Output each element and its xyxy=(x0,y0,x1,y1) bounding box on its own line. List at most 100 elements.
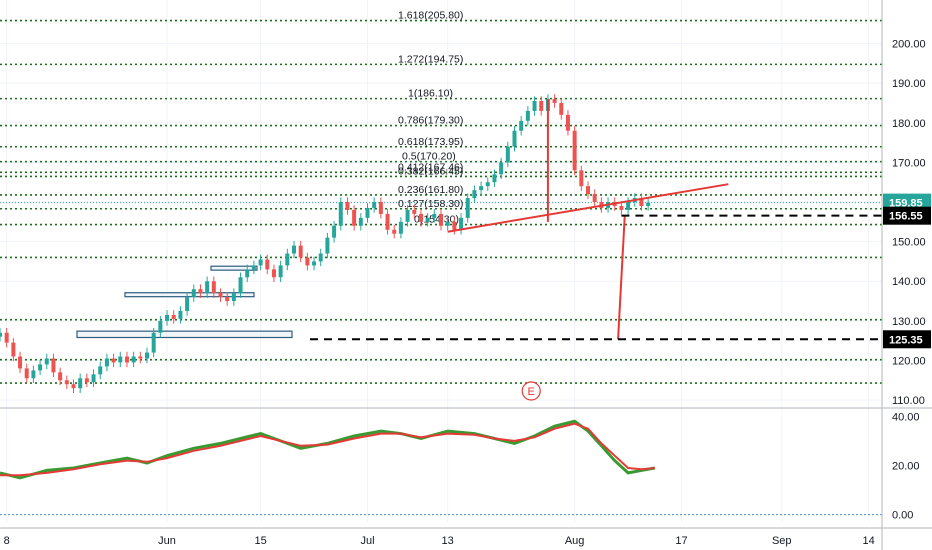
candle-body xyxy=(418,213,423,222)
indicator-series-0 xyxy=(0,419,656,480)
candle-body xyxy=(285,253,290,266)
candle-body xyxy=(398,221,403,234)
time-tick-label: 17 xyxy=(675,535,687,547)
candle-body xyxy=(572,130,577,171)
candle-body xyxy=(165,314,170,321)
time-tick-label: 13 xyxy=(442,535,454,547)
candle-body xyxy=(345,202,350,210)
rectangle-drawings[interactable] xyxy=(76,265,293,339)
candle-body xyxy=(619,205,624,210)
candle-body xyxy=(238,277,243,294)
candle-body xyxy=(325,237,330,254)
candle-body xyxy=(539,101,544,111)
candle-body xyxy=(499,162,504,175)
fib-level-label: 0.382(166.45) xyxy=(398,165,463,177)
candle-body xyxy=(519,120,524,131)
candle-body xyxy=(592,194,597,203)
price-tag-label: 125.35 xyxy=(889,334,923,346)
candle-body xyxy=(646,202,651,206)
indicator-tick-label: 40.00 xyxy=(892,411,920,423)
candle-body xyxy=(292,245,296,254)
candle-body xyxy=(639,198,644,206)
candle-body xyxy=(71,384,76,389)
candle-body xyxy=(525,110,530,121)
candle-body xyxy=(559,102,564,115)
price-tick-label: 120.00 xyxy=(892,355,926,367)
candle-body xyxy=(579,170,584,187)
price-tick-label: 180.00 xyxy=(892,118,926,130)
rectangle-drawing xyxy=(76,330,293,339)
candle-body xyxy=(231,293,236,302)
event-marker[interactable]: E xyxy=(521,381,541,401)
candle-body xyxy=(452,221,457,230)
horizontal-levels xyxy=(0,19,882,384)
trend-line-drawings[interactable] xyxy=(310,99,882,341)
price-tag-label: 159.85 xyxy=(889,198,923,210)
candle-body xyxy=(298,245,303,258)
candle-body xyxy=(11,342,16,357)
candle-body xyxy=(118,356,123,363)
candle-body xyxy=(205,281,210,294)
candle-body xyxy=(104,358,109,367)
candle-body xyxy=(198,289,203,294)
price-tick-label: 170.00 xyxy=(892,157,926,169)
candle-body xyxy=(352,209,357,226)
rectangle-drawing xyxy=(124,292,255,298)
fib-level-label: 1.618(205.80) xyxy=(398,10,463,22)
price-tick-label: 200.00 xyxy=(892,39,926,51)
time-tick-label: Jun xyxy=(158,535,176,547)
candle-body xyxy=(425,217,430,222)
time-tick-label: Sep xyxy=(772,535,792,547)
candle-body xyxy=(459,217,464,230)
candle-body xyxy=(485,182,490,187)
fibonacci-retracement[interactable]: 1.618(205.80) 1.272(194.75) 1(186.10) 0.786… xyxy=(398,10,463,226)
candle-body xyxy=(332,225,337,238)
candle-body xyxy=(191,289,196,298)
candle-body xyxy=(278,265,283,278)
time-tick-label: Jul xyxy=(360,535,374,547)
fib-level-label: 0.412(167.46) xyxy=(398,161,463,173)
candle-body xyxy=(245,269,250,278)
price-tag-box xyxy=(883,206,931,225)
rectangle-drawing xyxy=(210,265,258,271)
candle-body xyxy=(145,352,149,359)
candle-body xyxy=(24,368,29,379)
fib-level-label: 0.5(170.20) xyxy=(402,151,456,163)
candle-body xyxy=(385,213,390,230)
candle-body xyxy=(532,101,537,111)
projection-line xyxy=(617,215,626,340)
candle-body xyxy=(338,202,343,226)
time-tick-label: 14 xyxy=(863,535,875,547)
candle-body xyxy=(18,356,23,369)
fib-level-label: 0.786(179.30) xyxy=(398,115,463,127)
candle-body xyxy=(365,207,370,218)
candle-body xyxy=(565,114,570,131)
candle-body xyxy=(38,364,43,371)
price-tick-label: 150.00 xyxy=(892,237,926,249)
candle-body xyxy=(158,320,163,333)
candle-body xyxy=(552,99,557,103)
candle-body xyxy=(432,213,437,218)
indicator-tick-label: 20.00 xyxy=(892,461,920,473)
candle-body xyxy=(472,190,477,199)
candles xyxy=(0,94,651,393)
price-grid xyxy=(0,0,882,522)
event-circle xyxy=(521,381,541,401)
event-label: E xyxy=(528,386,535,398)
candle-body xyxy=(305,257,310,266)
candle-body xyxy=(31,370,36,379)
price-tick-label: 110.00 xyxy=(892,395,925,407)
candle-body xyxy=(378,202,383,214)
candle-body xyxy=(44,358,49,365)
candle-body xyxy=(131,356,136,363)
candle-body xyxy=(271,269,276,278)
candle-body xyxy=(78,378,83,389)
candle-body xyxy=(358,217,363,226)
candle-body xyxy=(91,374,96,383)
candle-body xyxy=(265,259,270,270)
candle-body xyxy=(626,202,631,210)
time-tick-label: 8 xyxy=(4,535,10,547)
candle-body xyxy=(586,186,590,195)
